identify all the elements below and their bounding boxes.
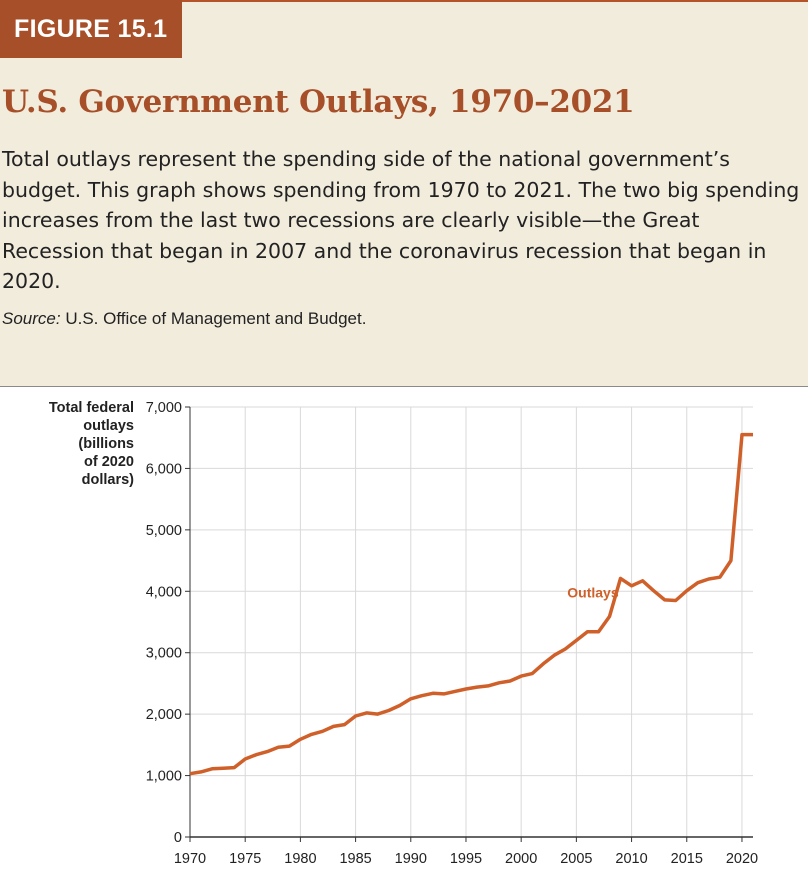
- outlays-line-chart: 0 1,000 2,000 3,000 4,000 5,000 6,000 7,000 1970…: [146, 400, 758, 867]
- x-tick-label: 2005: [560, 851, 592, 867]
- y-axis-label-line: (billions: [78, 436, 134, 452]
- y-axis-label-line: of 2020: [84, 454, 134, 470]
- x-tick-label: 2015: [671, 851, 703, 867]
- figure-source: Source: U.S. Office of Management and Bu…: [2, 309, 366, 329]
- series-line-outlays: [189, 432, 753, 776]
- axes: 0 1,000 2,000 3,000 4,000 5,000 6,000 7,000 1970…: [146, 400, 758, 867]
- y-tick-label: 4,000: [146, 584, 182, 600]
- x-tick-label: 1995: [450, 851, 482, 867]
- y-tick-label: 1,000: [146, 769, 182, 785]
- top-rule: [0, 0, 808, 2]
- y-tick-label: 2,000: [146, 707, 182, 723]
- figure-title: U.S. Government Outlays, 1970–2021: [2, 84, 635, 120]
- figure-description: Total outlays represent the spending sid…: [2, 147, 800, 293]
- x-tick-label: 1990: [395, 851, 427, 867]
- x-tick-label: 2020: [726, 851, 758, 867]
- y-tick-label: 7,000: [146, 400, 182, 416]
- y-tick-label: 5,000: [146, 523, 182, 539]
- figure-number-badge: FIGURE 15.1: [0, 0, 182, 58]
- y-axis-label: Total federal outlays (billions of 2020 …: [38, 399, 134, 489]
- x-tick-label: 1980: [284, 851, 316, 867]
- y-axis-label-line: outlays: [83, 418, 134, 434]
- source-label: Source:: [2, 309, 61, 328]
- y-tick-label: 6,000: [146, 461, 182, 477]
- gridlines: [190, 406, 753, 837]
- x-tick-label: 1975: [229, 851, 261, 867]
- x-tick-label: 1985: [339, 851, 371, 867]
- x-tick-label: 1970: [174, 851, 206, 867]
- figure-header-panel: FIGURE 15.1 U.S. Government Outlays, 197…: [0, 0, 808, 387]
- chart-area: 0 1,000 2,000 3,000 4,000 5,000 6,000 7,000 1970…: [0, 387, 808, 876]
- y-axis-label-line: dollars): [81, 472, 134, 488]
- y-axis-label-line: Total federal: [48, 400, 134, 416]
- x-tick-label: 2010: [615, 851, 647, 867]
- y-tick-label: 3,000: [146, 646, 182, 662]
- series-label-outlays: Outlays: [567, 584, 619, 600]
- y-tick-label: 0: [174, 830, 182, 846]
- x-tick-label: 2000: [505, 851, 537, 867]
- series-layer: Outlays: [189, 432, 754, 776]
- source-text: U.S. Office of Management and Budget.: [60, 309, 367, 328]
